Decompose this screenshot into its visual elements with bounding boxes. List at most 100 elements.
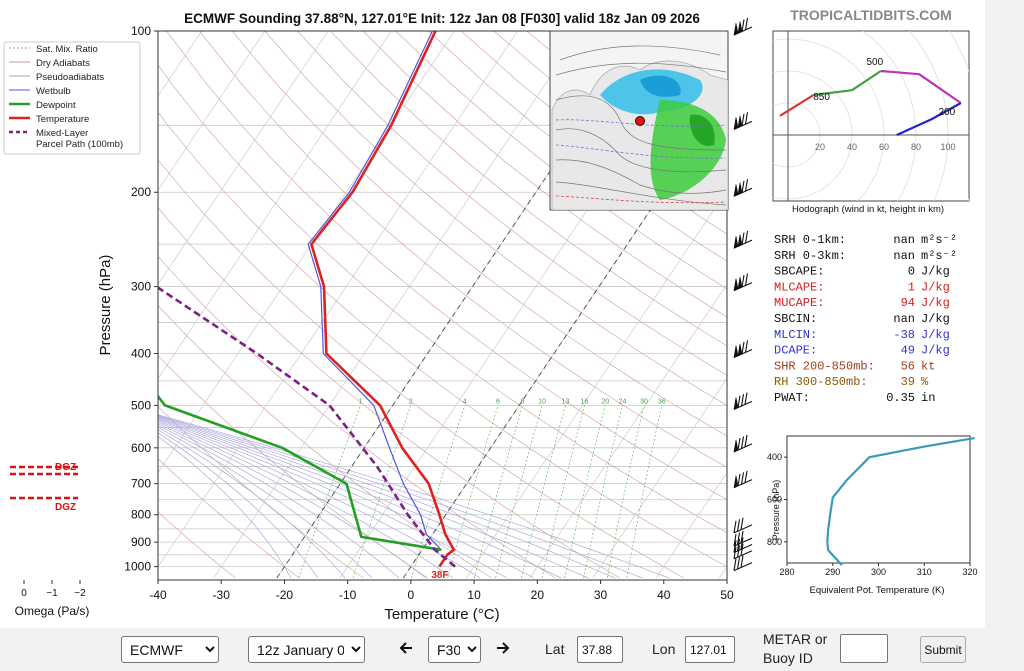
right-arrow-icon bbox=[497, 642, 510, 654]
sounding-figure: ECMWF Sounding 37.88°N, 127.01°E Init: 1… bbox=[0, 0, 985, 628]
x-tick-label: 10 bbox=[467, 588, 481, 602]
indices-table: SRH 0-1km: nan m²s⁻² SRH 0-3km: nan m²s⁻² SBCA… bbox=[774, 233, 957, 405]
dry-adiabat-line bbox=[264, 31, 727, 406]
index-value: -38 bbox=[893, 328, 915, 342]
hodograph-segment bbox=[880, 69, 962, 104]
mixing-ratio-line bbox=[606, 405, 645, 579]
theta-e-y-tick-label: 600 bbox=[767, 495, 782, 505]
barb-staff bbox=[733, 562, 753, 572]
barb-feather bbox=[740, 517, 744, 530]
mixing-ratio-label: 36 bbox=[658, 398, 666, 405]
skew-t-xlabel: Temperature (°C) bbox=[384, 606, 499, 623]
next-hour-button[interactable] bbox=[489, 636, 517, 663]
hodograph-title: Hodograph (wind in kt, height in km) bbox=[792, 204, 944, 215]
legend-label: Sat. Mix. Ratio bbox=[36, 44, 98, 55]
mixing-ratio-label: 13 bbox=[562, 398, 570, 405]
previous-hour-button[interactable] bbox=[392, 636, 420, 663]
barb-feather bbox=[741, 180, 745, 193]
barb-feather bbox=[741, 113, 745, 126]
model-select[interactable]: ECMWF bbox=[121, 636, 219, 663]
isotherm-line bbox=[592, 377, 727, 579]
barb-feather bbox=[741, 19, 745, 32]
index-label: PWAT: bbox=[774, 391, 810, 405]
theta-e-content: 280 290 300 310 320 400 600 800 bbox=[767, 437, 978, 577]
index-value: nan bbox=[893, 249, 915, 263]
lat-input[interactable] bbox=[577, 636, 623, 663]
barb-feather bbox=[744, 434, 748, 448]
dry-adiabat-line bbox=[158, 305, 492, 579]
x-tick-label: 30 bbox=[594, 588, 608, 602]
theta-e-y-tick-label: 400 bbox=[767, 452, 782, 462]
page-title: ECMWF Sounding 37.88°N, 127.01°E Init: 1… bbox=[184, 11, 700, 26]
wind-barb bbox=[733, 340, 753, 358]
mixing-ratio-line bbox=[447, 405, 499, 579]
index-unit: J/kg bbox=[921, 328, 950, 342]
metar-buoy-input[interactable] bbox=[840, 634, 888, 663]
hodograph-tick-label: 100 bbox=[940, 142, 955, 152]
index-value: 94 bbox=[901, 296, 915, 310]
series-line-temperature bbox=[310, 31, 456, 568]
index-unit: m²s⁻² bbox=[921, 233, 957, 247]
forecast-hour-select[interactable]: F30 bbox=[428, 636, 481, 663]
wind-barb bbox=[733, 530, 753, 547]
isotherm-line bbox=[213, 31, 582, 579]
barb-staff bbox=[733, 524, 753, 534]
legend-box bbox=[3, 41, 141, 155]
barb-feather bbox=[736, 538, 741, 552]
wind-barb bbox=[733, 231, 753, 249]
theta-e-x-tick-label: 290 bbox=[825, 567, 840, 577]
barb-feather bbox=[733, 558, 737, 571]
barb-feather bbox=[744, 273, 749, 286]
map-rain-heavy bbox=[689, 114, 715, 146]
dry-adiabat-line bbox=[158, 511, 236, 579]
map-thickness-line bbox=[555, 119, 727, 127]
surface-temp-label: 38F bbox=[431, 570, 448, 581]
theta-e-xlabel: Equivalent Pot. Temperature (K) bbox=[809, 585, 944, 596]
index-unit: J/kg bbox=[921, 312, 950, 326]
barb-feather bbox=[737, 473, 741, 487]
lat-label: Lat bbox=[545, 641, 565, 657]
barb-flag bbox=[737, 234, 743, 248]
barb-feather bbox=[744, 470, 748, 483]
barb-feather bbox=[744, 112, 749, 125]
barb-feather bbox=[744, 179, 749, 192]
hodograph-segment bbox=[779, 94, 815, 117]
theta-e-x-tick-label: 320 bbox=[962, 567, 977, 577]
theta-e-line bbox=[826, 437, 975, 566]
barb-flag bbox=[737, 115, 743, 129]
x-tick-label: 50 bbox=[720, 588, 734, 602]
map-isobar bbox=[555, 62, 727, 76]
wind-barbs bbox=[733, 17, 753, 572]
wind-barb bbox=[733, 17, 753, 36]
mixing-ratio-label: 8 bbox=[521, 398, 525, 405]
index-value: nan bbox=[893, 312, 915, 326]
dry-adiabat-line bbox=[362, 31, 727, 318]
lon-input[interactable] bbox=[685, 636, 735, 663]
wind-barb bbox=[733, 273, 753, 292]
index-unit: J/kg bbox=[921, 280, 950, 294]
y-tick-label: 200 bbox=[131, 185, 151, 199]
x-tick-label: 40 bbox=[657, 588, 671, 602]
map-isobar bbox=[555, 95, 727, 151]
skew-t-ylabel: Pressure (hPa) bbox=[97, 255, 114, 356]
barb-flag bbox=[733, 439, 739, 453]
isotherm-line bbox=[466, 189, 727, 579]
barb-flag bbox=[733, 117, 739, 130]
dry-adiabat-line bbox=[158, 64, 727, 534]
submit-button[interactable]: Submit bbox=[920, 636, 966, 663]
theta-e-ylabel: Pressure (hPa) bbox=[771, 480, 781, 541]
controls-bar: ECMWF 12z January 08 F30 Lat Lon METAR o… bbox=[0, 628, 1024, 671]
barb-flag bbox=[737, 276, 743, 290]
isotherm-line bbox=[655, 471, 727, 579]
run-select[interactable]: 12z January 08 bbox=[248, 636, 365, 663]
wind-barb bbox=[733, 517, 753, 534]
mixing-ratio-line bbox=[411, 405, 466, 579]
y-tick-label: 500 bbox=[131, 398, 151, 412]
index-label: SBCAPE: bbox=[774, 265, 824, 279]
y-tick-label: 300 bbox=[131, 280, 151, 294]
dry-adiabat-line bbox=[231, 31, 727, 437]
index-label: SRH 0-3km: bbox=[774, 249, 846, 263]
legend-label: Temperature bbox=[36, 114, 89, 125]
barb-feather bbox=[736, 532, 741, 545]
